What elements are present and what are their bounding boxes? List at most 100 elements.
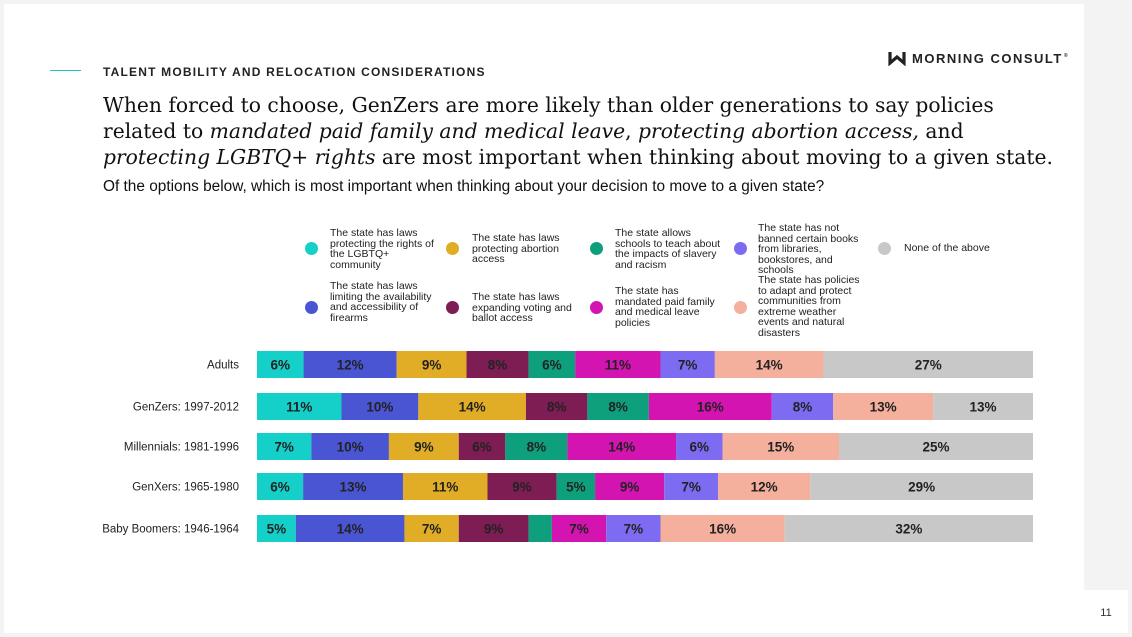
accent-line	[50, 70, 81, 71]
bar-segment	[295, 515, 405, 542]
data-label: 9%	[422, 358, 442, 373]
bar-segment	[396, 351, 467, 378]
bar-segment	[722, 433, 839, 460]
data-label: 9%	[512, 480, 532, 495]
bar-segment	[567, 433, 677, 460]
data-label: 6%	[472, 440, 492, 455]
legend-swatch-4	[446, 301, 459, 314]
brand-name: MORNING CONSULT®	[912, 50, 1069, 66]
data-label: 27%	[915, 358, 942, 373]
category-label: Adults	[207, 360, 239, 372]
data-label: 8%	[547, 400, 567, 415]
category-label: GenXers: 1965-1980	[132, 482, 239, 494]
bar-segment	[528, 515, 552, 542]
legend-label-1: The state has laws protecting the rights…	[330, 227, 434, 271]
legend-label-7: The state has not banned certain books f…	[758, 222, 859, 276]
data-label: 10%	[366, 400, 393, 415]
data-label: 13%	[340, 480, 367, 495]
data-label: 14%	[608, 440, 635, 455]
data-label: 10%	[337, 440, 364, 455]
data-label: 5%	[566, 480, 586, 495]
bar-segment	[404, 515, 459, 542]
headline-emphasis-leave: mandated paid family and medical leave	[209, 119, 626, 143]
data-label: 6%	[542, 358, 562, 373]
data-label: 12%	[337, 358, 364, 373]
category-label: Millennials: 1981-1996	[124, 442, 239, 454]
data-label: 9%	[620, 480, 640, 495]
legend-swatch-6	[590, 301, 603, 314]
page-number: 11	[1100, 607, 1112, 619]
data-label: 7%	[422, 522, 442, 537]
legend-label-6: The state has mandated paid family and m…	[615, 285, 715, 329]
data-label: 9%	[484, 522, 504, 537]
data-label: 16%	[697, 400, 724, 415]
data-label: 12%	[751, 480, 778, 495]
legend-swatch-7	[734, 242, 747, 255]
bar-segment	[771, 393, 834, 420]
bar-segment	[458, 433, 506, 460]
bar-segment	[664, 473, 718, 500]
bar-segment	[487, 473, 557, 500]
survey-question: Of the options below, which is most impo…	[103, 178, 825, 195]
bar-segment	[466, 351, 529, 378]
bar-segment	[933, 393, 1033, 420]
data-label: 7%	[624, 522, 644, 537]
data-label: 14%	[459, 400, 486, 415]
category-label: GenZers: 1997-2012	[133, 402, 239, 414]
data-label: 15%	[767, 440, 794, 455]
bar-segment	[341, 393, 419, 420]
bar-segment	[823, 351, 1033, 378]
headline: When forced to choose, GenZers are more …	[103, 93, 1053, 169]
data-label: 6%	[271, 358, 291, 373]
legend-swatch-3	[446, 242, 459, 255]
bar-segment	[606, 515, 661, 542]
data-label: 7%	[678, 358, 698, 373]
page-number-box: 11	[1084, 590, 1128, 633]
legend-label-2: The state has laws limiting the availabi…	[330, 280, 432, 324]
data-label: 6%	[690, 440, 710, 455]
bar-segment	[257, 473, 304, 500]
legend-label-3: The state has laws protecting abortion a…	[472, 232, 560, 265]
bar-segment	[676, 433, 723, 460]
bar-segment	[595, 473, 665, 500]
headline-emphasis-lgbtq: protecting LGBTQ+ rights	[103, 145, 376, 169]
bar-segment	[257, 393, 342, 420]
bar-segment	[528, 351, 576, 378]
legend-label-4: The state has laws expanding voting and …	[472, 291, 572, 324]
data-label: 32%	[895, 522, 922, 537]
bar-segment	[784, 515, 1033, 542]
data-label: 11%	[432, 480, 458, 495]
bar-segment	[388, 433, 459, 460]
data-label: 7%	[274, 440, 294, 455]
bar-segment	[648, 393, 772, 420]
bar-segment	[810, 473, 1033, 500]
data-label: 8%	[793, 400, 813, 415]
data-label: 16%	[709, 522, 736, 537]
bar-segment	[257, 515, 296, 542]
data-label: 8%	[527, 440, 547, 455]
bar-segment	[303, 473, 403, 500]
morning-consult-chevron-logo-icon	[888, 52, 906, 66]
bar-segment	[418, 393, 526, 420]
data-label: 8%	[488, 358, 508, 373]
data-label: 14%	[337, 522, 364, 537]
brand-logo: MORNING CONSULT®	[888, 49, 1069, 67]
bar-segment	[458, 515, 529, 542]
category-label: Baby Boomers: 1946-1964	[102, 524, 239, 536]
headline-emphasis-abortion: protecting abortion access,	[638, 119, 919, 143]
data-label: 5%	[267, 522, 287, 537]
legend-swatch-8	[734, 301, 747, 314]
bar-segment	[257, 433, 312, 460]
bar-segment	[402, 473, 488, 500]
data-label: 11%	[286, 400, 312, 415]
legend-swatch-2	[305, 301, 318, 314]
bar-segment	[833, 393, 934, 420]
section-label: TALENT MOBILITY AND RELOCATION CONSIDERA…	[103, 65, 486, 79]
bar-segment	[660, 351, 715, 378]
data-label: 13%	[970, 400, 997, 415]
bar-segment	[714, 351, 824, 378]
bar-segment	[525, 393, 588, 420]
bar-segment	[839, 433, 1033, 460]
legend-label-9: None of the above	[904, 242, 990, 254]
